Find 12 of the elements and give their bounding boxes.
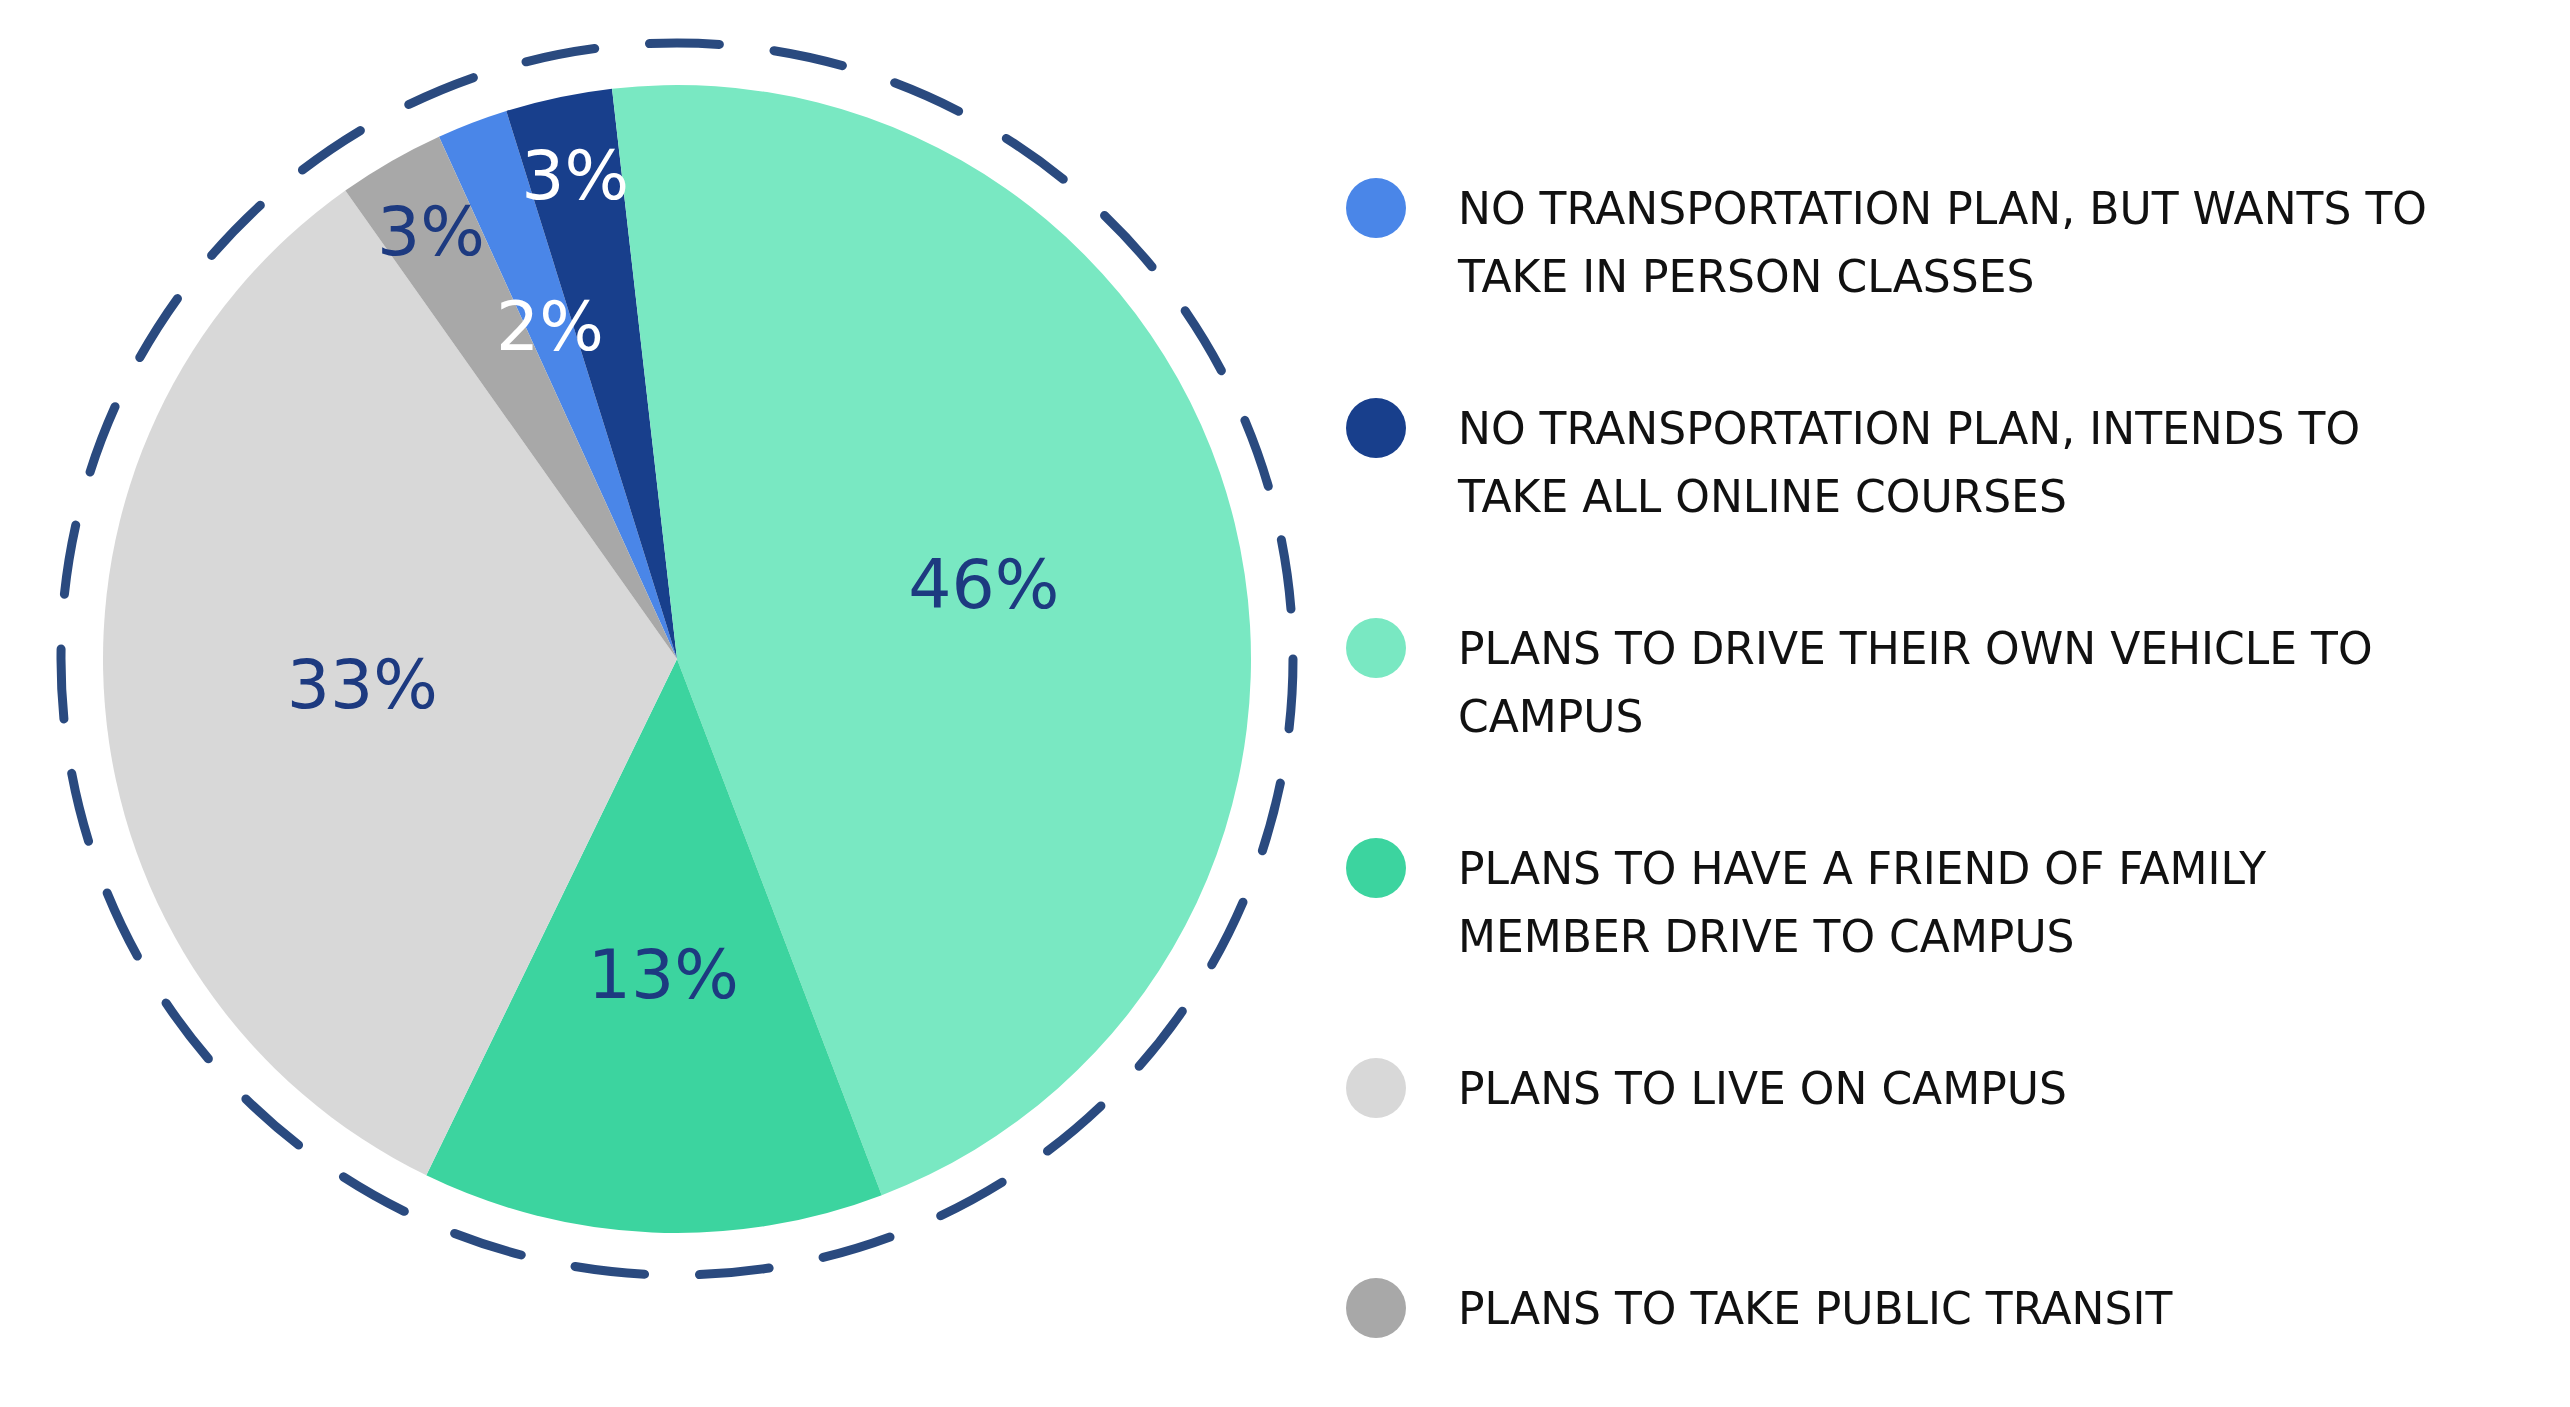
data-label: 3%: [376, 191, 485, 271]
legend-label: PLANS TO HAVE A FRIEND OF FAMILY MEMBER DRIVE TO CAMPUS: [1458, 842, 2267, 962]
legend-label: NO TRANSPORTATION PLAN, INTENDS TO TAKE ALL ONLINE COURSES: [1457, 402, 2361, 522]
pie-slice: [345, 136, 677, 659]
legend-label: NO TRANSPORTATION PLAN, BUT WANTS TO TAKE IN PERSON CLASSES: [1457, 182, 2427, 302]
legend-label: PLANS TO LIVE ON CAMPUS: [1458, 1062, 2067, 1114]
legend-label: PLANS TO TAKE PUBLIC TRANSIT: [1458, 1282, 2173, 1334]
legend-label: PLANS TO DRIVE THEIR OWN VEHICLE TO CAMPUS: [1458, 622, 2373, 742]
data-label: 13%: [587, 934, 739, 1014]
data-label: 2%: [496, 287, 604, 367]
data-label: 46%: [908, 544, 1060, 624]
data-label: 33%: [286, 645, 438, 725]
